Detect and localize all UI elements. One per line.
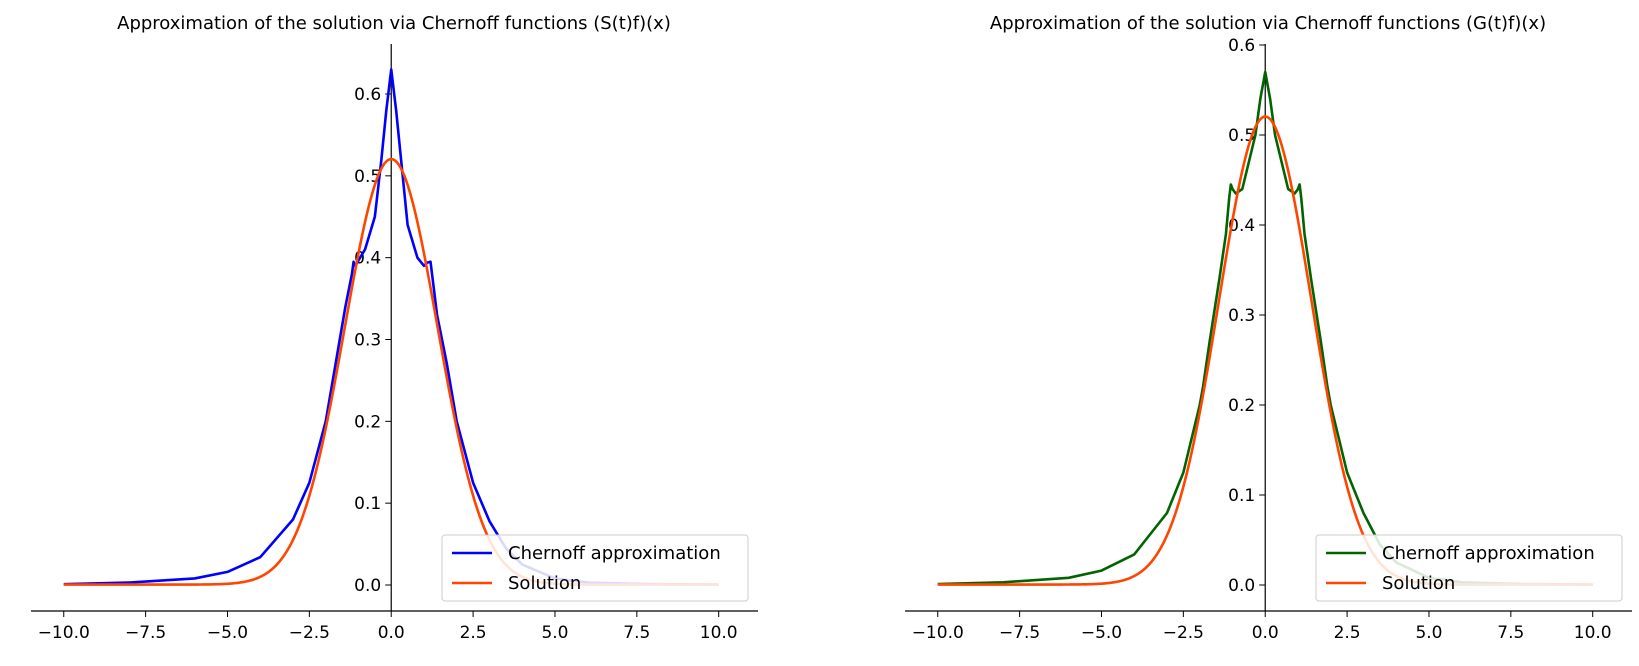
- legend-box: [1315, 534, 1623, 602]
- x-tick-label: −2.5: [1163, 623, 1204, 643]
- chernoff-approximation-line: [63, 68, 719, 586]
- x-tick-label: 5.0: [541, 623, 568, 643]
- y-tick-label: 0.3: [1228, 306, 1255, 326]
- chernoff-approximation-line: [937, 70, 1593, 586]
- chart-title: Approximation of the solution via Cherno…: [117, 13, 671, 34]
- legend-label: Chernoff approximation: [1382, 543, 1595, 564]
- y-tick-label: 0.6: [1228, 36, 1255, 56]
- chart-left: Approximation of the solution via Cherno…: [31, 13, 758, 643]
- x-tick-label: 5.0: [1415, 623, 1442, 643]
- y-tick-label: 0.5: [354, 167, 381, 187]
- x-tick-label: 7.5: [1497, 623, 1524, 643]
- y-tick-label: 0.2: [354, 412, 381, 432]
- x-tick-label: −5.0: [1081, 623, 1122, 643]
- chart-title: Approximation of the solution via Cherno…: [990, 13, 1546, 34]
- y-tick-label: 0.0: [1228, 576, 1255, 596]
- x-tick-label: −7.5: [125, 623, 166, 643]
- x-tick-label: −10.0: [912, 623, 964, 643]
- y-tick-label: 0.0: [354, 576, 381, 596]
- legend-box: [441, 534, 749, 602]
- x-tick-label: 2.5: [1334, 623, 1361, 643]
- y-tick-label: 0.2: [1228, 396, 1255, 416]
- x-tick-label: 10.0: [1574, 623, 1612, 643]
- x-tick-label: 0.0: [1252, 623, 1279, 643]
- chart-right: Approximation of the solution via Cherno…: [905, 13, 1632, 643]
- y-tick-label: 0.1: [1228, 486, 1255, 506]
- legend-label: Solution: [1382, 573, 1455, 594]
- x-tick-label: 0.0: [378, 623, 405, 643]
- y-tick-label: 0.3: [354, 331, 381, 351]
- x-tick-label: 2.5: [460, 623, 487, 643]
- legend-label: Chernoff approximation: [508, 543, 721, 564]
- y-tick-label: 0.5: [1228, 126, 1255, 146]
- x-tick-label: −10.0: [38, 623, 90, 643]
- y-tick-label: 0.6: [354, 85, 381, 105]
- x-tick-label: −7.5: [999, 623, 1040, 643]
- legend-label: Solution: [508, 573, 581, 594]
- y-tick-label: 0.1: [354, 494, 381, 514]
- x-tick-label: −2.5: [289, 623, 330, 643]
- x-tick-label: −5.0: [207, 623, 248, 643]
- y-tick-label: 0.4: [354, 249, 381, 269]
- x-tick-label: 10.0: [700, 623, 738, 643]
- y-tick-label: 0.4: [1228, 216, 1255, 236]
- x-tick-label: 7.5: [623, 623, 650, 643]
